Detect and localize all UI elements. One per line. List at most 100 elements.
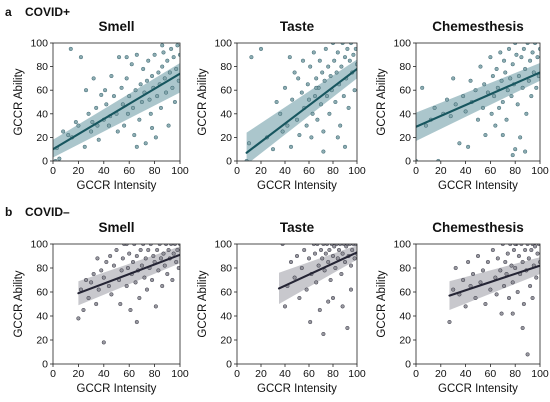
data-point: [314, 280, 319, 285]
x-tick-label: 80: [509, 368, 521, 380]
data-point: [510, 311, 515, 316]
x-tick-label: 0: [234, 165, 240, 177]
data-point: [529, 94, 534, 99]
data-point: [510, 153, 515, 158]
data-point: [453, 265, 458, 271]
data-point: [526, 78, 531, 83]
data-point: [86, 295, 91, 301]
data-point: [320, 70, 325, 75]
data-point: [463, 109, 468, 114]
data-point: [160, 283, 165, 289]
data-point: [91, 76, 96, 81]
data-point: [333, 265, 338, 271]
x-tick-label: 20: [255, 368, 267, 380]
data-point: [351, 52, 356, 57]
data-point: [174, 259, 179, 265]
y-tick-label: 20: [399, 335, 411, 347]
data-point: [130, 259, 136, 265]
y-axis-label: GCCR Ability: [376, 68, 388, 135]
data-point: [304, 123, 309, 128]
data-point: [520, 259, 525, 265]
data-point: [321, 149, 326, 154]
x-tick-label: 20: [255, 165, 267, 177]
data-point: [86, 111, 91, 116]
data-point: [150, 73, 155, 79]
data-point: [111, 263, 117, 268]
data-point: [494, 66, 499, 72]
data-point: [473, 295, 478, 301]
data-point: [353, 46, 357, 51]
plot-frame: [236, 243, 358, 365]
data-point: [513, 147, 518, 152]
data-point: [501, 58, 507, 63]
data-point: [101, 275, 106, 280]
data-point: [138, 247, 143, 253]
data-point: [133, 280, 138, 285]
data-point: [330, 253, 336, 259]
data-point: [498, 50, 503, 55]
data-point: [483, 132, 488, 138]
y-axis-label: GCCR Ability: [197, 270, 209, 337]
y-axis-label: GCCR Ability: [197, 68, 209, 135]
data-point: [166, 123, 171, 128]
data-point: [328, 277, 333, 283]
plot-area: [53, 43, 180, 161]
data-point: [171, 55, 176, 60]
data-point: [509, 94, 514, 99]
y-tick-label: 20: [399, 132, 411, 144]
data-point: [292, 275, 297, 280]
data-point: [116, 55, 122, 60]
data-point: [516, 253, 521, 259]
data-point: [287, 55, 292, 60]
panel-title: Smell: [98, 19, 134, 34]
x-tick-label: 60: [485, 368, 497, 380]
x-tick-label: 80: [509, 165, 521, 177]
panel-title: Smell: [98, 220, 134, 235]
data-point: [520, 325, 525, 331]
data-point: [461, 277, 466, 283]
y-tick-label: 20: [36, 335, 48, 347]
data-point: [335, 50, 340, 55]
data-point: [322, 268, 327, 273]
data-point: [333, 99, 338, 105]
data-point: [167, 70, 172, 75]
data-point: [83, 277, 89, 283]
row-b-label: COVID–: [25, 205, 70, 219]
data-point: [120, 256, 125, 261]
data-point: [294, 253, 300, 259]
x-tick-label: 80: [327, 165, 339, 177]
data-point: [120, 102, 125, 107]
regression-line: [77, 253, 180, 295]
data-point: [90, 120, 95, 125]
data-point: [119, 268, 124, 273]
y-axis-label: GCCR Ability: [13, 270, 25, 337]
y-axis-label: GCCR Ability: [13, 68, 25, 135]
data-point: [106, 123, 111, 128]
data-point: [143, 141, 148, 146]
data-point: [151, 253, 156, 259]
data-point: [340, 304, 345, 309]
data-point: [103, 88, 108, 93]
data-point: [524, 111, 529, 116]
data-point: [353, 244, 357, 247]
x-tick-label: 40: [279, 368, 291, 380]
data-point: [125, 111, 130, 116]
data-point: [73, 120, 78, 125]
data-point: [314, 76, 319, 81]
data-point: [119, 85, 124, 90]
data-point: [528, 58, 533, 63]
data-point: [153, 135, 158, 140]
y-tick-label: 80: [399, 61, 411, 73]
data-point: [302, 247, 307, 253]
data-point: [473, 88, 478, 93]
data-point: [327, 111, 332, 116]
data-point: [519, 244, 524, 247]
regression-line: [53, 72, 180, 151]
data-point: [324, 94, 330, 99]
data-point: [336, 247, 342, 253]
data-point: [143, 256, 148, 261]
x-tick-label: 40: [460, 165, 472, 177]
data-point: [157, 244, 162, 247]
data-point: [500, 244, 505, 247]
data-point: [308, 64, 313, 69]
